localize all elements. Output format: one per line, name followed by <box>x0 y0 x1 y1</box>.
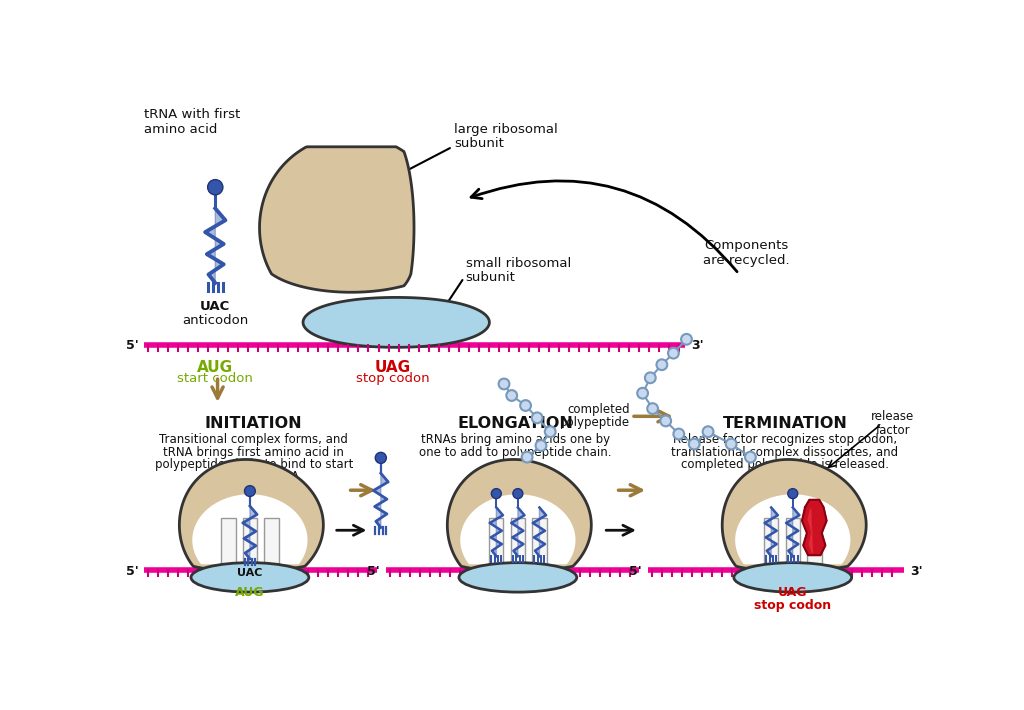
Circle shape <box>787 488 798 498</box>
Polygon shape <box>259 147 414 293</box>
Circle shape <box>492 488 502 498</box>
Circle shape <box>702 426 714 437</box>
Circle shape <box>545 426 556 437</box>
Polygon shape <box>765 508 778 556</box>
FancyBboxPatch shape <box>511 518 525 567</box>
Text: stop codon: stop codon <box>355 373 429 386</box>
Circle shape <box>531 413 543 423</box>
Circle shape <box>681 334 692 344</box>
Circle shape <box>645 373 655 383</box>
FancyBboxPatch shape <box>764 518 778 567</box>
Text: factor: factor <box>876 424 910 437</box>
Text: 5': 5' <box>368 564 380 577</box>
Text: anticodon: anticodon <box>182 315 249 327</box>
Circle shape <box>375 452 386 464</box>
Text: codon on mRNA.: codon on mRNA. <box>205 470 302 484</box>
Polygon shape <box>179 459 324 571</box>
FancyBboxPatch shape <box>532 518 547 567</box>
Text: release: release <box>871 410 914 422</box>
Polygon shape <box>802 500 826 555</box>
Text: ELONGATION: ELONGATION <box>458 416 573 431</box>
Circle shape <box>513 488 523 498</box>
Text: mRNA: mRNA <box>365 324 406 338</box>
Polygon shape <box>243 506 257 559</box>
Polygon shape <box>374 474 388 528</box>
Polygon shape <box>532 508 546 556</box>
FancyBboxPatch shape <box>785 518 800 567</box>
Polygon shape <box>193 494 307 564</box>
Circle shape <box>499 378 509 389</box>
Circle shape <box>245 486 255 496</box>
Text: are recycled.: are recycled. <box>703 254 790 267</box>
Text: Release factor recognizes stop codon,: Release factor recognizes stop codon, <box>673 433 897 447</box>
Text: tRNA with first: tRNA with first <box>143 108 240 121</box>
Ellipse shape <box>191 562 309 592</box>
Text: tRNA brings first amino acid in: tRNA brings first amino acid in <box>163 446 344 459</box>
Text: UAC: UAC <box>238 569 262 579</box>
Text: Transitional complex forms, and: Transitional complex forms, and <box>160 433 348 447</box>
Text: large ribosomal: large ribosomal <box>454 124 558 136</box>
Text: completed: completed <box>567 403 630 416</box>
Text: amino acid: amino acid <box>143 124 217 136</box>
Ellipse shape <box>459 562 577 592</box>
Text: polypeptide chain to bind to start: polypeptide chain to bind to start <box>155 458 353 471</box>
Circle shape <box>520 400 531 411</box>
Text: TERMINATION: TERMINATION <box>723 416 848 431</box>
Text: AUG: AUG <box>198 360 233 375</box>
Text: 3': 3' <box>910 564 924 577</box>
Text: AUG: AUG <box>236 586 264 599</box>
Polygon shape <box>808 508 812 553</box>
Text: Components: Components <box>705 239 788 252</box>
Circle shape <box>637 388 648 398</box>
Polygon shape <box>722 459 866 571</box>
Polygon shape <box>303 297 489 347</box>
Polygon shape <box>735 494 850 564</box>
Circle shape <box>689 439 699 449</box>
Text: UAG: UAG <box>375 360 411 375</box>
Text: small ribosomal: small ribosomal <box>466 257 570 271</box>
FancyBboxPatch shape <box>489 518 504 567</box>
Text: 5': 5' <box>126 564 138 577</box>
Circle shape <box>674 429 684 439</box>
Circle shape <box>647 403 658 414</box>
Circle shape <box>208 180 223 195</box>
Text: completed polypeptide is released.: completed polypeptide is released. <box>681 458 889 471</box>
Text: 5': 5' <box>126 339 138 352</box>
FancyBboxPatch shape <box>221 518 236 567</box>
Text: stop codon: stop codon <box>755 599 831 612</box>
Text: polypeptide: polypeptide <box>559 415 630 429</box>
Text: subunit: subunit <box>466 271 515 284</box>
Polygon shape <box>489 508 503 556</box>
Text: UAC: UAC <box>200 300 230 313</box>
Text: 3': 3' <box>691 339 703 352</box>
FancyBboxPatch shape <box>807 518 821 567</box>
Text: one to add to polypeptide chain.: one to add to polypeptide chain. <box>419 446 611 459</box>
FancyBboxPatch shape <box>264 518 279 567</box>
Circle shape <box>521 452 532 462</box>
Text: translational complex dissociates, and: translational complex dissociates, and <box>672 446 899 459</box>
Text: UAG: UAG <box>778 586 808 599</box>
Polygon shape <box>447 459 591 571</box>
Text: INITIATION: INITIATION <box>205 416 302 431</box>
Text: start codon: start codon <box>177 373 253 386</box>
Text: 5': 5' <box>629 564 642 577</box>
Circle shape <box>668 348 679 359</box>
Circle shape <box>726 439 736 449</box>
FancyBboxPatch shape <box>243 518 257 567</box>
Text: subunit: subunit <box>454 137 504 151</box>
Circle shape <box>660 415 671 426</box>
Polygon shape <box>786 508 800 556</box>
Polygon shape <box>460 494 575 564</box>
Circle shape <box>745 452 756 462</box>
Circle shape <box>506 390 517 401</box>
Polygon shape <box>511 508 524 556</box>
Text: tRNAs bring amino acids one by: tRNAs bring amino acids one by <box>421 433 610 447</box>
Circle shape <box>536 440 547 451</box>
Ellipse shape <box>734 562 852 592</box>
Polygon shape <box>205 209 225 283</box>
Circle shape <box>656 359 668 370</box>
